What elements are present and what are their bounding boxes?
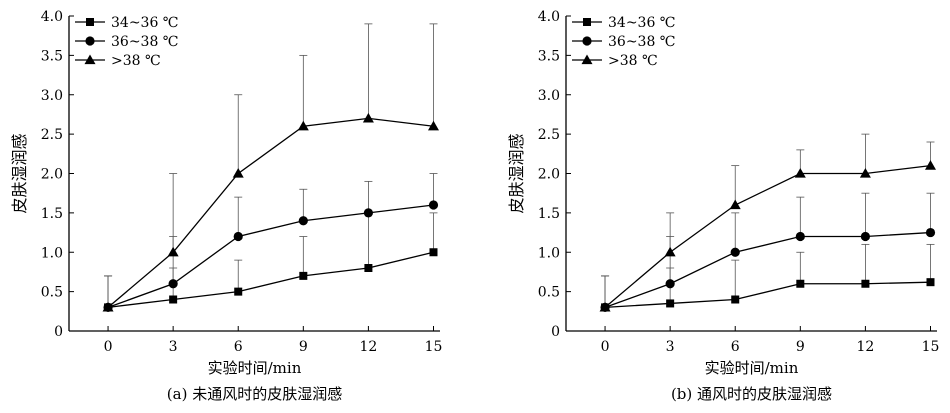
x-tick-label: 15 (922, 339, 940, 355)
y-tick-label: 1.5 (41, 206, 63, 222)
y-tick-label: 2.0 (538, 167, 560, 183)
data-point (169, 295, 178, 304)
legend: 34~36 ℃ 36~38 ℃ >38 ℃ (75, 15, 178, 69)
y-tick-label: 1.0 (41, 245, 63, 261)
data-point (599, 301, 611, 312)
x-tick-label: 6 (731, 339, 740, 355)
data-point (364, 264, 373, 272)
legend-marker (86, 18, 94, 26)
data-point (665, 279, 675, 289)
data-point (794, 168, 806, 178)
data-point (664, 246, 676, 257)
y-tick-label: 0.5 (41, 285, 63, 301)
y-tick-label: 2.0 (41, 167, 63, 183)
data-point (233, 231, 243, 242)
legend: 34~36 ℃ 36~38 ℃ >38 ℃ (572, 15, 675, 69)
data-point (299, 271, 308, 280)
x-axis-label: 实验时间/min (208, 359, 302, 377)
x-axis-label: 实验时间/min (705, 359, 799, 377)
x-tick-label: 3 (666, 339, 675, 355)
series-circle (103, 173, 439, 312)
y-tick-label: 1.0 (538, 245, 560, 261)
legend-marker (581, 54, 593, 65)
series-line (107, 204, 434, 308)
data-point (861, 279, 870, 288)
y-tick-label: 3.0 (41, 88, 63, 104)
data-point (795, 231, 805, 242)
legend-label: 34~36 ℃ (608, 15, 675, 31)
legend-label: >38 ℃ (111, 53, 161, 69)
data-point (427, 120, 439, 131)
panel-b: 0 0.5 1.0 1.5 2.0 2.5 3.0 3.5 4.0 0 3 6 9 12 15 实验时间/mi… (507, 9, 939, 403)
y-axis-label: 皮肤湿润感 (10, 133, 29, 213)
data-point (102, 301, 114, 312)
legend-marker (582, 36, 592, 46)
series-line (605, 281, 931, 309)
data-point (298, 216, 308, 226)
x-tick-label: 9 (796, 339, 805, 355)
data-point (860, 231, 871, 242)
y-axis-label: 皮肤湿润感 (507, 133, 526, 213)
data-point (429, 248, 438, 257)
series-square (601, 243, 935, 312)
data-point (796, 279, 805, 288)
data-point (925, 227, 936, 238)
data-point (924, 160, 936, 170)
x-tick-label: 3 (169, 339, 178, 355)
data-point (362, 112, 374, 123)
y-tick-label: 4.0 (41, 9, 63, 25)
data-point (297, 120, 309, 131)
data-point (167, 246, 179, 257)
data-point (168, 279, 178, 289)
series-line (107, 117, 434, 308)
y-tick-label: 2.5 (538, 127, 560, 143)
legend-label: 36~38 ℃ (608, 34, 675, 50)
y-tick-label: 2.5 (41, 127, 63, 143)
data-point (729, 199, 741, 210)
y-tick-label: 0 (54, 324, 63, 340)
series-line (604, 231, 931, 308)
series-line (604, 164, 931, 308)
y-tick-label: 0.5 (538, 285, 560, 301)
data-point (363, 208, 374, 218)
y-tick-label: 1.5 (538, 206, 560, 222)
data-point (730, 247, 740, 257)
y-tick-label: 3.0 (538, 88, 560, 104)
legend-label: >38 ℃ (608, 53, 658, 69)
y-tick-label: 3.5 (538, 48, 560, 64)
data-point (859, 168, 871, 178)
data-point (666, 299, 675, 308)
series-triangle (102, 23, 439, 312)
x-tick-label: 0 (601, 339, 610, 355)
legend-marker (583, 18, 591, 26)
legend-label: 36~38 ℃ (111, 34, 178, 50)
data-point (234, 287, 243, 296)
panel-caption: (b) 通风时的皮肤湿润感 (671, 385, 832, 403)
legend-marker (84, 54, 96, 65)
y-tick-label: 3.5 (41, 48, 63, 64)
panel-a: 0 0.5 1.0 1.5 2.0 2.5 3.0 3.5 4.0 0 3 6 9 12 15 实验时间/mi… (10, 9, 442, 403)
series-square (104, 212, 438, 312)
series-line (107, 251, 434, 309)
x-tick-label: 9 (299, 339, 308, 355)
series-circle (600, 192, 936, 312)
y-tick-label: 4.0 (538, 9, 560, 25)
series-triangle (599, 133, 936, 312)
data-point (731, 295, 740, 304)
legend-label: 34~36 ℃ (111, 15, 178, 31)
data-point (428, 200, 439, 210)
panel-caption: (a) 未通风时的皮肤湿润感 (167, 385, 342, 403)
x-tick-label: 0 (104, 339, 113, 355)
y-tick-label: 0 (551, 324, 560, 340)
x-tick-label: 12 (856, 339, 874, 355)
data-point (926, 278, 935, 287)
x-tick-label: 15 (425, 339, 443, 355)
x-tick-label: 12 (359, 339, 377, 355)
x-tick-label: 6 (234, 339, 243, 355)
data-point (232, 168, 244, 178)
legend-marker (85, 36, 95, 46)
